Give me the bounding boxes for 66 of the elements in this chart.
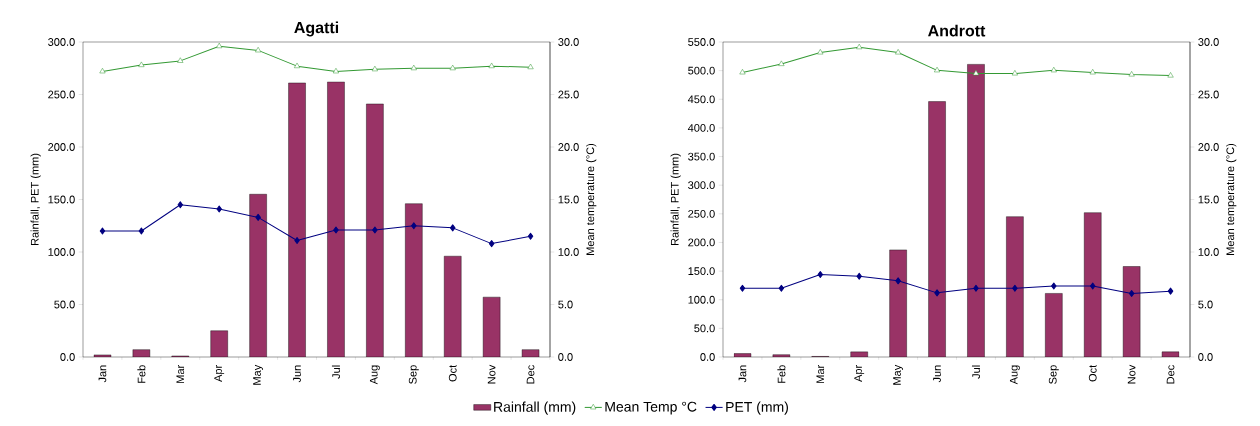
- x-tick-label: Oct: [1088, 364, 1097, 382]
- y-tick-label: 250.0: [688, 209, 715, 218]
- x-tick-label: Aug: [369, 365, 380, 385]
- y-tick-label: 100.0: [688, 295, 715, 304]
- x-tick-label: Mar: [176, 364, 185, 383]
- x-tick-label: Nov: [1127, 364, 1136, 384]
- x-tick-label: Jan: [738, 365, 747, 383]
- y2-tick-label: 0.0: [558, 353, 573, 361]
- y2-tick-label: 25.0: [558, 90, 579, 99]
- y-tick-label: 100.0: [48, 248, 75, 256]
- y2-tick-label: 5.0: [558, 300, 573, 309]
- y2-tick-label: 0.0: [1198, 353, 1213, 361]
- x-tick-label: Apr: [214, 364, 225, 382]
- x-tick-label: Sep: [408, 365, 419, 384]
- y-tick-label: 50.0: [694, 324, 715, 333]
- legend-label: Mean Temp °C: [605, 401, 697, 415]
- y-tick-label: 500.0: [688, 66, 715, 75]
- x-tick-label: Nov: [487, 364, 496, 384]
- x-tick-label: Dec: [526, 365, 535, 384]
- x-tick-label: Aug: [1009, 365, 1020, 385]
- x-tick-label: Jan: [98, 365, 107, 383]
- x-tick-label: Jun: [933, 365, 941, 383]
- y-tick-label: 50.0: [54, 300, 75, 309]
- y-tick-label: 350.0: [688, 152, 715, 161]
- y-tick-label: 300.0: [688, 181, 715, 190]
- y-tick-label: 400.0: [687, 124, 715, 132]
- y-tick-label: 200.0: [48, 143, 75, 151]
- chart-title: Agatti: [294, 21, 339, 37]
- y2-axis-title: Mean temperature (°C): [586, 143, 597, 255]
- y2-axis-title: Mean temperature (°C): [1226, 143, 1237, 255]
- x-tick-label: Jun: [293, 365, 301, 383]
- x-tick-label: Mar: [816, 364, 825, 383]
- y-tick-label: 150.0: [688, 267, 715, 275]
- x-tick-label: May: [893, 364, 904, 385]
- legend-label: PET (mm): [726, 401, 788, 415]
- x-tick-label: May: [253, 364, 264, 385]
- y-tick-label: 250.0: [48, 90, 75, 99]
- x-tick-label: Jul: [971, 365, 981, 379]
- y-tick-label: 550.0: [688, 38, 715, 46]
- y-axis-title: Rainfall, PET (mm): [30, 153, 41, 246]
- y2-tick-label: 10.0: [558, 248, 579, 256]
- y2-tick-label: 30.0: [1198, 38, 1219, 46]
- x-tick-label: Feb: [137, 365, 146, 383]
- y2-tick-label: 15.0: [558, 195, 579, 204]
- y2-tick-label: 30.0: [558, 38, 579, 46]
- y-tick-label: 200.0: [688, 238, 715, 247]
- x-tick-label: Sep: [1048, 365, 1059, 384]
- y2-tick-label: 20.0: [558, 143, 579, 151]
- y-tick-label: 300.0: [48, 38, 75, 46]
- chart-title: Andrott: [928, 24, 986, 37]
- y2-tick-label: 25.0: [1198, 90, 1219, 99]
- x-tick-label: Apr: [854, 364, 865, 382]
- y2-tick-label: 10.0: [1198, 248, 1219, 256]
- y-tick-label: 0.0: [60, 353, 75, 361]
- y2-tick-label: 20.0: [1198, 143, 1219, 151]
- y-axis-title: Rainfall, PET (mm): [670, 153, 681, 246]
- x-tick-label: Dec: [1166, 365, 1175, 384]
- x-tick-label: Oct: [448, 364, 457, 382]
- x-tick-label: Feb: [777, 365, 786, 383]
- y-tick-label: 150.0: [48, 195, 75, 204]
- x-tick-label: Jul: [331, 365, 340, 379]
- y2-tick-label: 5.0: [1198, 300, 1213, 309]
- y-tick-label: 0.0: [700, 353, 715, 361]
- legend-label: Rainfall (mm): [494, 401, 576, 415]
- y-tick-label: 450.0: [687, 95, 715, 104]
- y2-tick-label: 15.0: [1198, 195, 1219, 204]
